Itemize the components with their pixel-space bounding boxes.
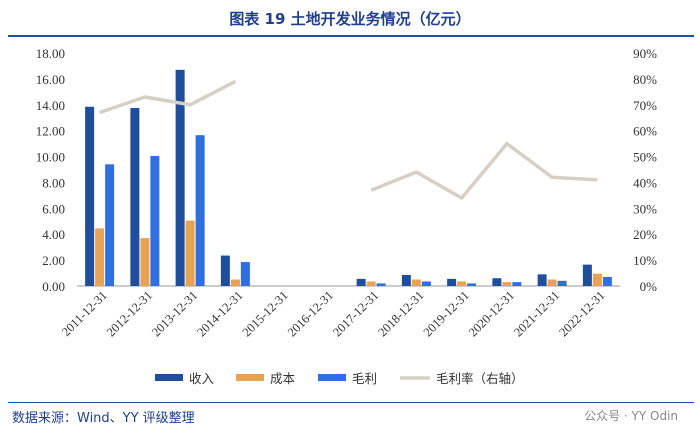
right-tick-label: 90%	[633, 46, 657, 61]
left-tick-label: 6.00	[42, 201, 65, 216]
bar-成本	[140, 238, 150, 286]
bar-毛利	[240, 262, 250, 286]
left-tick-label: 0.00	[42, 279, 65, 294]
right-tick-label: 10%	[633, 253, 657, 268]
right-tick-label: 80%	[633, 72, 657, 87]
x-tick-label: 2020-12-31	[466, 288, 517, 339]
line-series-segment	[370, 141, 598, 200]
left-tick-label: 10.00	[36, 150, 65, 165]
bar-收入	[175, 69, 185, 286]
legend-swatch	[318, 374, 346, 381]
bar-毛利	[105, 164, 115, 286]
x-tick-label: 2021-12-31	[511, 288, 562, 339]
right-tick-label: 50%	[633, 150, 657, 165]
x-tick-label: 2016-12-31	[285, 288, 336, 339]
bar-成本	[502, 282, 512, 286]
bar-收入	[492, 278, 502, 286]
bottom-rule	[8, 402, 694, 403]
x-tick-label: 2022-12-31	[556, 288, 607, 339]
bar-毛利	[557, 280, 567, 286]
legend-label: 毛利	[352, 371, 377, 386]
left-tick-label: 8.00	[42, 175, 65, 190]
bar-成本	[95, 228, 105, 286]
bar-收入	[130, 108, 140, 286]
chart-title: 图表 19 土地开发业务情况（亿元）	[229, 10, 471, 28]
bar-毛利	[150, 155, 160, 286]
bar-成本	[411, 279, 421, 286]
bar-毛利	[195, 135, 205, 286]
legend-label: 收入	[189, 371, 215, 386]
left-tick-label: 16.00	[36, 72, 65, 87]
x-tick-label: 2017-12-31	[330, 288, 381, 339]
right-tick-label: 60%	[633, 124, 657, 139]
bar-成本	[366, 281, 376, 286]
chart: 0.00 2.00 4.00 6.00 8.00 10.00 12.00 14.00 16.00…	[36, 46, 658, 386]
right-tick-label: 0%	[640, 279, 658, 294]
top-rule	[8, 35, 694, 37]
legend-swatch	[236, 374, 264, 381]
x-tick-label: 2012-12-31	[104, 288, 155, 339]
right-tick-label: 20%	[633, 227, 657, 242]
x-tick-label: 2013-12-31	[149, 288, 200, 339]
left-tick-label: 18.00	[36, 46, 65, 61]
bar-毛利	[602, 276, 612, 286]
bar-收入	[537, 274, 547, 286]
bar-收入	[582, 264, 592, 286]
bar-毛利	[421, 281, 431, 286]
bar-收入	[85, 106, 95, 286]
source-note: 数据来源：Wind、YY 评级整理	[12, 411, 195, 426]
left-tick-label: 4.00	[42, 227, 65, 242]
x-tick-label: 2014-12-31	[194, 288, 245, 339]
bar-收入	[401, 274, 411, 286]
left-tick-label: 2.00	[42, 253, 65, 268]
right-tick-label: 30%	[633, 201, 657, 216]
right-tick-label: 40%	[633, 175, 657, 190]
watermark: 公众号 · YY Odin	[584, 409, 678, 423]
legend-swatch	[155, 374, 183, 381]
bar-收入	[220, 255, 230, 286]
bar-成本	[547, 279, 557, 286]
x-tick-label: 2018-12-31	[375, 288, 426, 339]
x-tick-label: 2019-12-31	[421, 288, 472, 339]
x-tick-label: 2011-12-31	[59, 288, 110, 339]
legend-label: 毛利率（右轴）	[436, 371, 524, 386]
bar-毛利	[376, 283, 386, 286]
left-tick-label: 14.00	[36, 98, 65, 113]
bar-收入	[356, 278, 366, 286]
right-tick-label: 70%	[633, 98, 657, 113]
bar-成本	[185, 220, 195, 286]
bar-收入	[447, 278, 457, 286]
left-tick-label: 12.00	[36, 124, 65, 139]
bar-毛利	[467, 283, 477, 286]
bar-毛利	[512, 282, 522, 286]
bar-成本	[457, 281, 467, 286]
bar-成本	[230, 279, 240, 286]
bar-成本	[592, 273, 602, 286]
legend-label: 成本	[270, 371, 296, 386]
line-series-segment	[99, 79, 237, 115]
x-tick-label: 2015-12-31	[240, 288, 291, 339]
